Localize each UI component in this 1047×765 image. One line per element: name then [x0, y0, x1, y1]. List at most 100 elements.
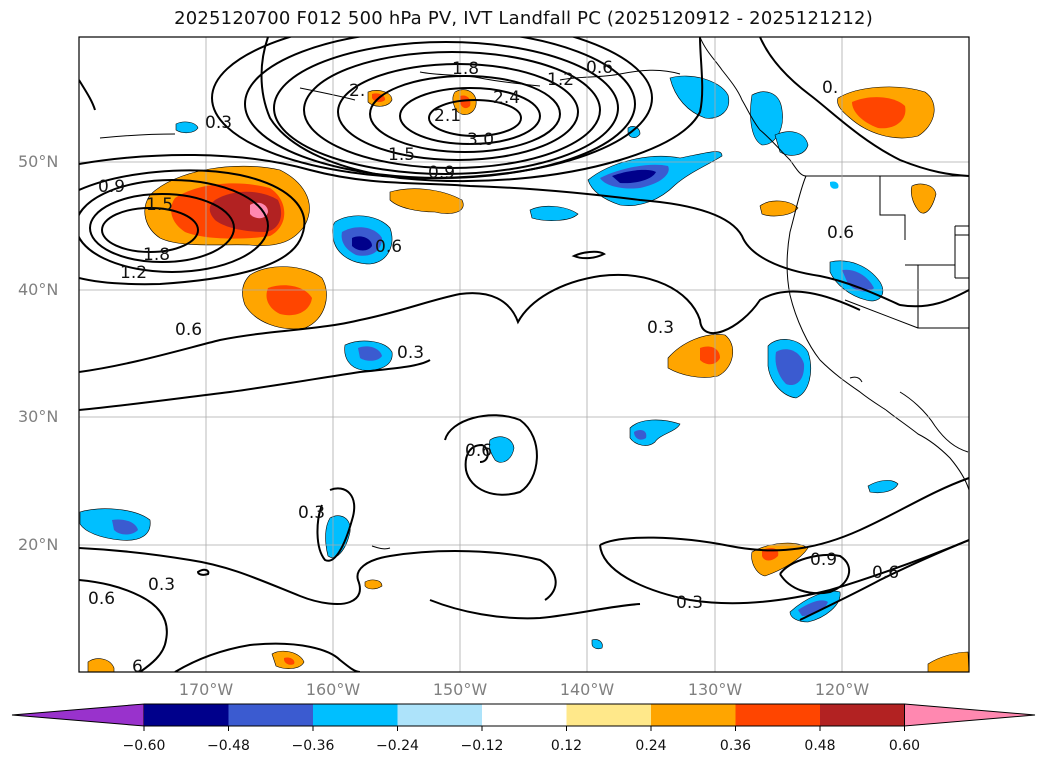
fill-negative-region	[634, 430, 647, 440]
colorbar-tick-label: 0.36	[719, 738, 752, 754]
colorbar-tick-label: −0.36	[291, 738, 335, 754]
pv-contour	[399, 87, 541, 145]
fill-negative-region	[798, 600, 828, 616]
fill-negative-region	[775, 349, 805, 386]
contour-label-0.3c: 0.3	[647, 318, 674, 338]
fill-negative-region	[774, 131, 809, 156]
pv-contour	[79, 547, 557, 605]
colorbar-tick-label: −0.60	[122, 738, 166, 754]
colorbar-tick-label: −0.24	[376, 738, 419, 754]
contour-label-2.4: 2.4	[493, 88, 520, 108]
fill-positive-region	[364, 579, 383, 590]
lon-label-160w: 160°W	[305, 680, 361, 699]
pv-contour	[101, 207, 199, 253]
contour-label-0.9: 0.9	[428, 163, 455, 183]
contour-label-6: 6	[132, 657, 143, 677]
colorbar-bin	[228, 704, 313, 726]
lon-label-150w: 150°W	[432, 680, 488, 699]
contour-label-0.3e: 0.3	[148, 575, 175, 595]
contour-label-0.x: 0.	[822, 78, 838, 98]
colorbar-tick-label: 0.48	[804, 738, 836, 754]
contour-label-0.6c: 0.6	[375, 237, 402, 257]
colorbar	[11, 703, 1036, 731]
fill-negative-region	[175, 121, 199, 134]
colorbar-tick-label: 0.24	[635, 738, 667, 754]
pv-contour	[599, 539, 969, 605]
lon-label-130w: 130°W	[687, 680, 743, 699]
colorbar-tick-label: 0.60	[888, 738, 921, 754]
pv-contour	[79, 79, 96, 111]
contour-label-1.8b: 1.8	[143, 245, 170, 265]
contour-label-1.5b: 1.5	[146, 195, 173, 215]
contour-label-0.3: 0.3	[205, 113, 232, 133]
contour-label-2.1: 2.1	[434, 106, 461, 126]
fill-positive-region	[284, 657, 295, 665]
colorbar-extend-max	[904, 703, 1036, 727]
pv-contour	[799, 539, 969, 621]
fill-positive-region	[266, 285, 312, 316]
pv-contour	[273, 41, 619, 175]
contour-label-0.6e: 0.6	[465, 441, 492, 461]
contour-label-0.6f: 0.6	[88, 589, 115, 609]
lat-label-50n: 50°N	[18, 152, 59, 171]
colorbar-bin	[566, 704, 651, 726]
fill-positive-region	[759, 200, 799, 217]
colorbar-bin	[651, 704, 736, 726]
contour-label-1.8: 1.8	[452, 59, 479, 79]
pv-contour	[316, 487, 356, 562]
contour-label-0.6g: 0.6	[872, 563, 899, 583]
ivt-fill-regions	[79, 75, 969, 672]
contour-label-0.9b: 0.9	[98, 177, 125, 197]
pv-contour	[196, 568, 210, 576]
fill-negative-region	[488, 436, 515, 463]
contour-label-2.7: 2.	[349, 81, 365, 101]
lat-label-30n: 30°N	[18, 407, 59, 426]
map-border	[78, 36, 970, 673]
fill-positive-region	[250, 202, 268, 219]
colorbar-bin	[397, 704, 482, 726]
fill-negative-region	[529, 205, 579, 221]
pv-contour	[79, 274, 861, 373]
colorbar-bin	[144, 704, 229, 726]
contour-label-0.3b: 0.3	[397, 343, 424, 363]
pv-contour	[174, 642, 361, 672]
lat-label-20n: 20°N	[18, 535, 59, 554]
pv-contour	[571, 250, 606, 260]
fill-negative-region	[867, 480, 899, 494]
contour-label-3.0: 3.0	[467, 130, 494, 150]
lat-label-40n: 40°N	[18, 280, 59, 299]
contour-label-0.9c: 0.9	[810, 550, 837, 570]
fill-negative-region	[591, 639, 603, 650]
pv-contour	[79, 153, 969, 308]
fill-positive-region	[852, 97, 906, 129]
fill-positive-region	[910, 183, 937, 214]
contour-label-0.3d: 0.3	[298, 503, 325, 523]
fill-positive-region	[460, 95, 471, 109]
lon-label-140w: 140°W	[559, 680, 615, 699]
contour-label-1.5: 1.5	[388, 145, 415, 165]
colorbar-bin	[482, 704, 567, 726]
contour-label-0.6: 0.6	[586, 58, 613, 78]
fill-negative-region	[325, 515, 351, 558]
lon-label-170w: 170°W	[178, 680, 234, 699]
colorbar-bin	[820, 704, 905, 726]
pv-contour	[79, 179, 269, 273]
pv-contour	[260, 37, 704, 183]
pv-contour	[89, 193, 235, 263]
pv-contour	[759, 37, 969, 177]
pv-contour	[779, 554, 851, 595]
contour-label-0.6b: 0.6	[175, 320, 202, 340]
fill-negative-region	[830, 181, 839, 189]
pv-contour	[444, 414, 538, 496]
colorbar-bin	[313, 704, 398, 726]
colorbar-tick-label: −0.12	[460, 738, 504, 754]
pv-contours	[79, 37, 969, 672]
fill-negative-region	[112, 519, 138, 535]
pv-contour	[599, 477, 969, 552]
pv-contour	[429, 599, 641, 620]
contour-label-0.3f: 0.3	[676, 593, 703, 613]
contour-labels: 3.0 2.4 2.1 1.8 1.5 1.2 0.9 0.6 0.3 2. 0…	[88, 58, 899, 677]
pv-contour	[79, 579, 168, 672]
fill-negative-region	[612, 169, 656, 184]
